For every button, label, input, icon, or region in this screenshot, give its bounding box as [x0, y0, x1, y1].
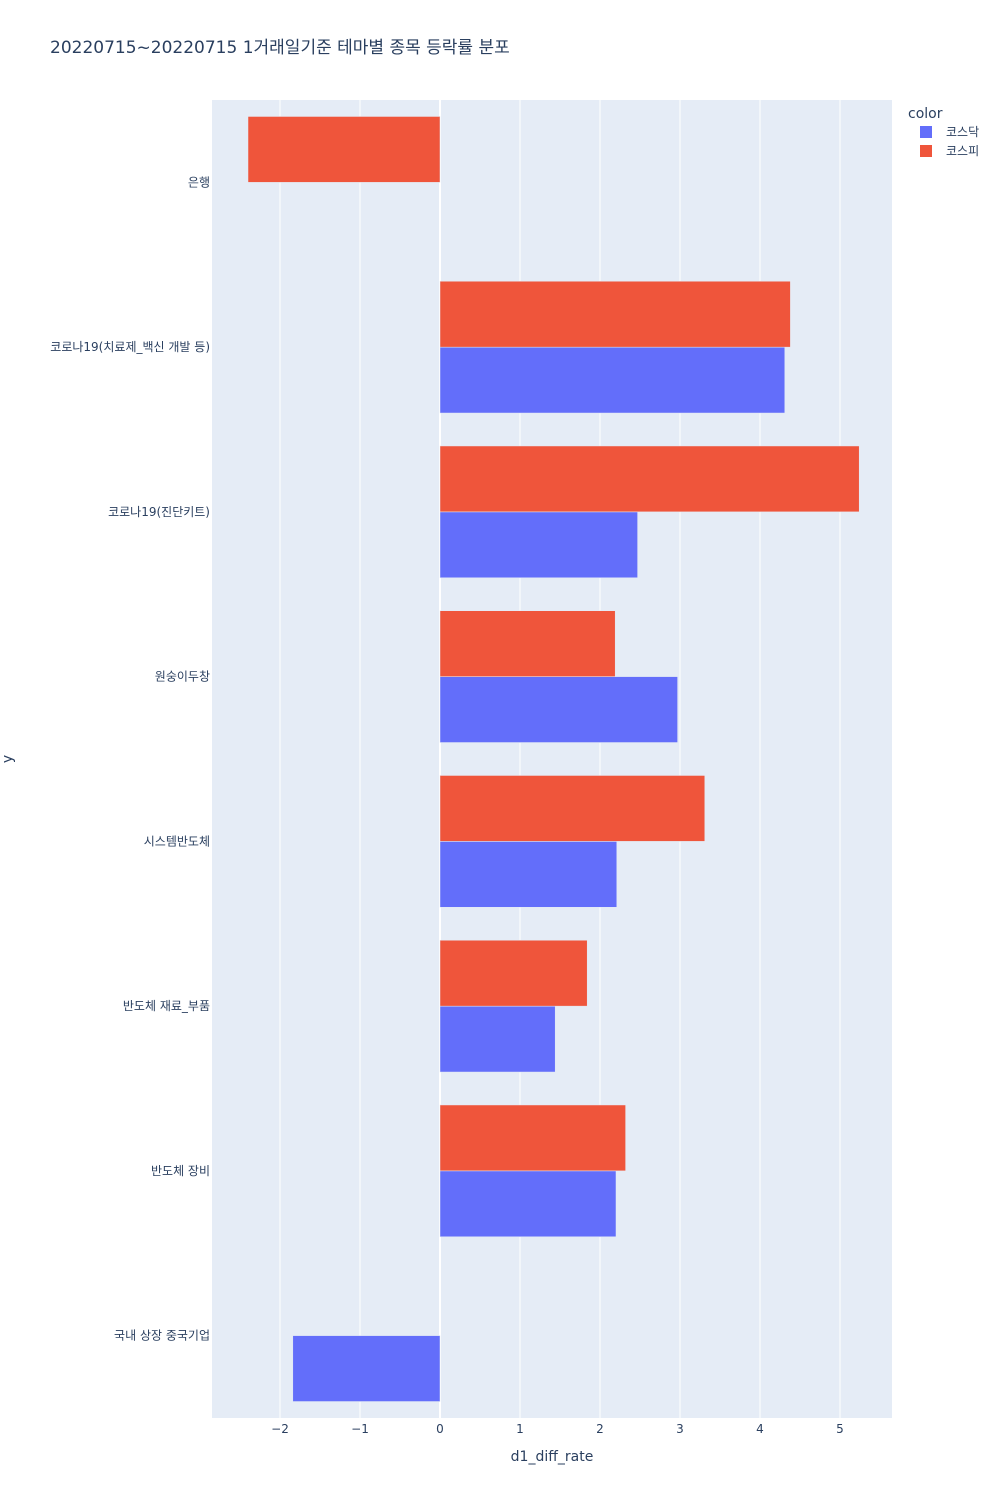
bar [247, 116, 441, 183]
y-axis-title: y [0, 755, 16, 763]
x-tick-label: −1 [351, 1422, 369, 1436]
y-tick-label: 원숭이두창 [155, 670, 210, 684]
y-tick-label: 반도체 재료_부품 [123, 999, 210, 1013]
bar [439, 841, 618, 908]
legend-swatch [920, 145, 932, 157]
legend-swatch [920, 126, 932, 138]
bar [439, 511, 638, 579]
chart-title: 20220715~20220715 1거래일기준 테마별 종목 등락률 분포 [50, 38, 510, 58]
legend-title: color [908, 106, 943, 122]
x-tick-label: 4 [756, 1422, 764, 1436]
x-tick-labels: −2 −1 0 1 2 3 4 5 [271, 1422, 844, 1436]
bar [439, 610, 616, 677]
x-axis-title: d1_diff_rate [511, 1449, 594, 1465]
bar [439, 280, 791, 348]
bar [439, 346, 786, 414]
bar [439, 1170, 617, 1238]
x-tick-label: 2 [596, 1422, 604, 1436]
bar [439, 1104, 626, 1172]
y-tick-label: 코로나19(진단키트) [108, 505, 210, 519]
y-tick-label: 시스템반도체 [144, 834, 210, 848]
legend-label: 코스닥 [946, 125, 979, 139]
bar [439, 775, 706, 842]
y-tick-label: 국내 상장 중국기업 [114, 1329, 210, 1343]
y-tick-label: 반도체 장비 [151, 1164, 210, 1178]
bar [439, 676, 678, 743]
x-tick-label: 1 [516, 1422, 524, 1436]
bar [439, 445, 860, 513]
legend-label: 코스피 [946, 144, 979, 158]
y-tick-label: 코로나19(치료제_백신 개발 등) [50, 340, 210, 354]
x-tick-label: 3 [676, 1422, 684, 1436]
bars [247, 116, 860, 1402]
x-tick-label: 0 [436, 1422, 444, 1436]
bar [439, 939, 588, 1007]
bar [439, 1005, 556, 1073]
x-tick-label: 5 [836, 1422, 844, 1436]
x-tick-label: −2 [271, 1422, 289, 1436]
y-tick-label: 은행 [188, 174, 210, 189]
bar [292, 1335, 441, 1402]
